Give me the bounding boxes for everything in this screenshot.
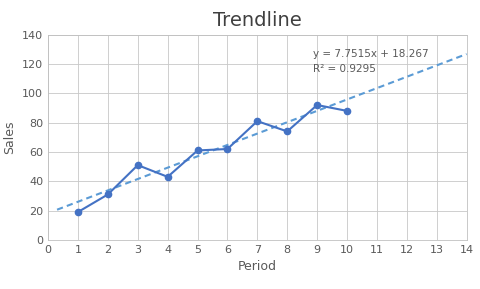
Text: y = 7.7515x + 18.267
R² = 0.9295: y = 7.7515x + 18.267 R² = 0.9295 [312,49,427,74]
Y-axis label: Sales: Sales [3,121,16,154]
Title: Trendline: Trendline [213,11,301,30]
X-axis label: Period: Period [237,260,276,273]
